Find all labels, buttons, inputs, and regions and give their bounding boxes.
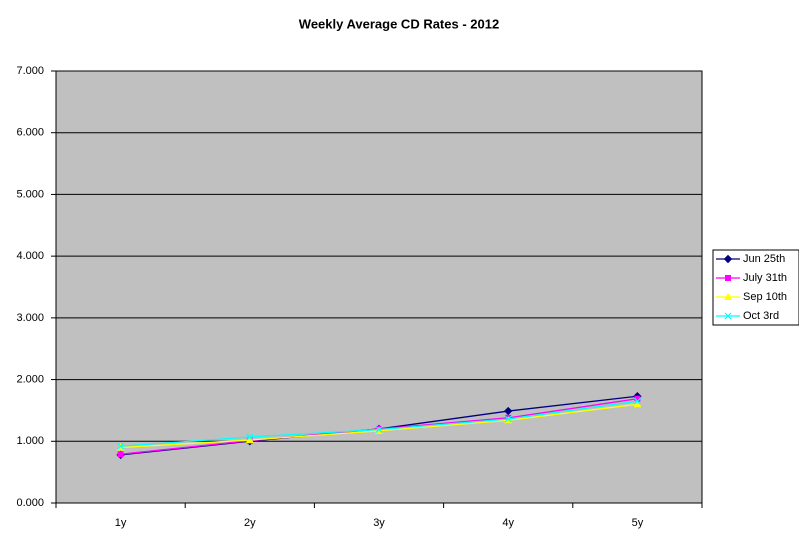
marker	[634, 395, 641, 402]
y-tick-label: 5.000	[16, 188, 44, 200]
marker	[245, 436, 254, 444]
y-tick-label: 2.000	[16, 373, 44, 385]
y-tick-label: 1.000	[16, 435, 44, 447]
plot-border	[55, 70, 703, 504]
x-tick-label: 3y	[373, 517, 385, 529]
x-tick-label: 1y	[115, 517, 127, 529]
marker	[246, 433, 254, 441]
marker	[725, 275, 731, 281]
y-tick-label: 6.000	[16, 127, 44, 139]
marker	[723, 254, 733, 264]
legend-label: Oct 3rd	[743, 310, 779, 322]
chart-title: Weekly Average CD Rates - 2012	[299, 16, 499, 31]
legend-label: Jun 25th	[743, 253, 785, 265]
legend-label: July 31th	[743, 272, 787, 284]
marker	[504, 415, 512, 423]
x-tick-label: 4y	[502, 517, 514, 529]
x-tick-label: 2y	[244, 517, 256, 529]
x-tick-label: 5y	[632, 517, 644, 529]
marker	[375, 426, 383, 433]
marker	[724, 312, 732, 320]
y-tick-label: 3.000	[16, 312, 44, 324]
legend-label: Sep 10th	[743, 291, 787, 303]
y-tick-label: 4.000	[16, 250, 44, 262]
marker	[117, 451, 124, 458]
marker	[724, 293, 732, 300]
y-tick-label: 7.000	[16, 65, 44, 77]
marker	[633, 397, 641, 405]
marker	[633, 400, 642, 408]
y-tick-label: 0.000	[16, 497, 44, 509]
plot-area	[56, 71, 702, 503]
marker	[503, 406, 513, 416]
marker	[117, 442, 125, 450]
